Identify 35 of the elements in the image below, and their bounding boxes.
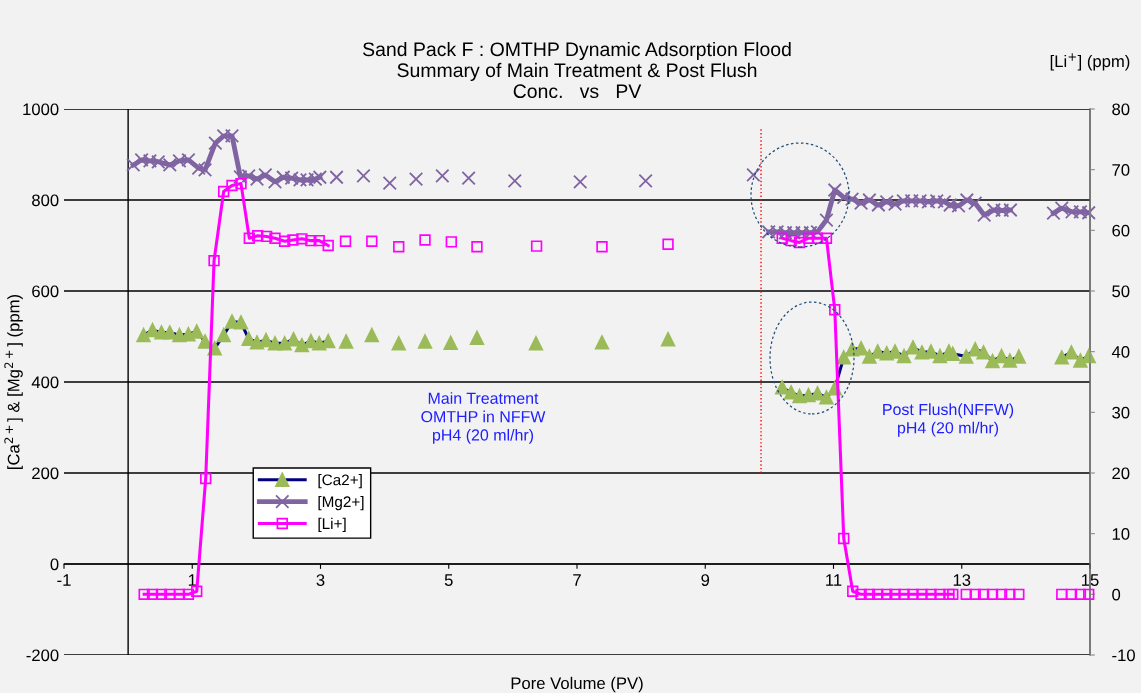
y2-axis-title: [Li$^{+}$] (ppm) xyxy=(1050,53,1130,71)
x-tick-label: 5 xyxy=(444,574,453,586)
legend-label: [Mg2+] xyxy=(318,495,364,511)
y2-tick-label: -10 xyxy=(1112,649,1135,662)
x-tick-label: 3 xyxy=(316,574,325,586)
x-tick-label: 11 xyxy=(826,574,842,586)
y2-tick-label: 30 xyxy=(1112,406,1130,419)
y2-tick-label: 80 xyxy=(1112,103,1130,116)
annotation: Post Flush(NFFW) pH4 (20 ml/hr) xyxy=(883,403,1014,437)
y-tick-label: -200 xyxy=(26,649,59,662)
legend-label: [Ca2+] xyxy=(318,474,362,489)
y2-tick-label: 20 xyxy=(1112,467,1130,480)
x-tick-label: 9 xyxy=(701,574,710,586)
y2-tick-label: 50 xyxy=(1112,285,1130,298)
chart-title: Sand Pack F : OMTHP Dynamic Adsorption Flood Summary of Main Treatment & Post Flush Conc. vs PV xyxy=(363,41,791,99)
y2-tick-label: 10 xyxy=(1112,528,1130,540)
y-tick-label: 400 xyxy=(31,376,59,389)
annotation: Main Treatment OMTHP in NFFW pH4 (20 ml/hr) xyxy=(421,392,546,444)
legend-label: [Li+] xyxy=(318,517,346,533)
y2-tick-label: 40 xyxy=(1111,346,1130,358)
y-tick-label: 200 xyxy=(32,467,59,480)
y2-tick-label: 70 xyxy=(1112,164,1130,176)
y-axis-title: [Ca$^{2+}$] & [Mg$^{2+}$] (ppm) xyxy=(4,294,23,469)
y-tick-label: 600 xyxy=(32,285,59,298)
x-axis-title: Pore Volume (PV) xyxy=(511,676,643,693)
x-tick-label: 13 xyxy=(953,574,971,586)
y-tick-label: 1000 xyxy=(23,103,59,116)
y2-tick-label: 0 xyxy=(1112,588,1121,601)
y2-tick-label: 60 xyxy=(1112,224,1130,237)
y-tick-label: 0 xyxy=(50,558,59,571)
y-tick-label: 800 xyxy=(32,194,59,207)
x-tick-label: 1 xyxy=(188,574,197,586)
x-tick-label: 7 xyxy=(573,574,581,586)
x-tick-label: 15 xyxy=(1082,574,1099,586)
x-tick-label: -1 xyxy=(57,574,71,586)
